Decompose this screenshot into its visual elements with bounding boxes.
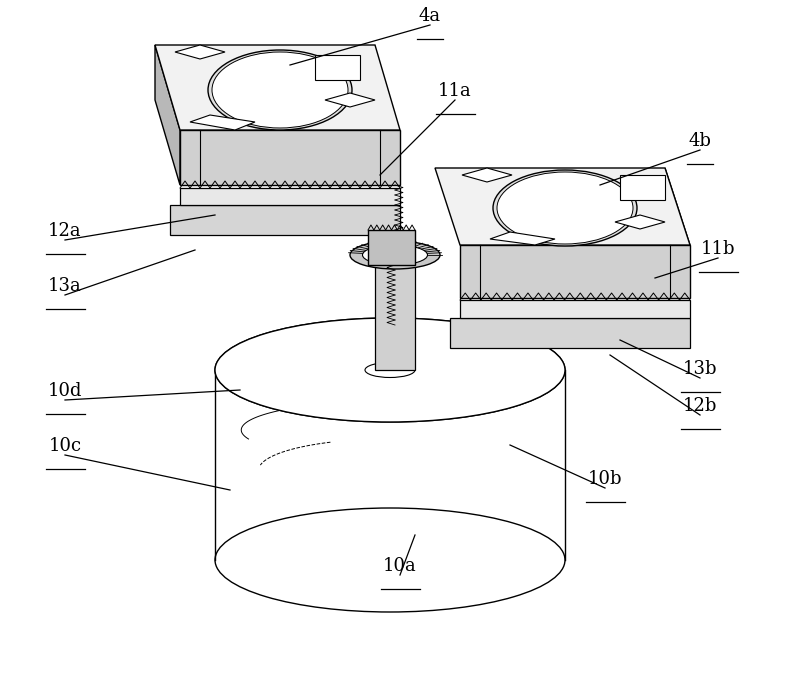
Polygon shape [460, 300, 690, 318]
Polygon shape [615, 215, 665, 229]
Polygon shape [315, 55, 360, 80]
Polygon shape [180, 188, 400, 205]
Ellipse shape [208, 50, 352, 130]
Text: 13a: 13a [48, 277, 82, 295]
Polygon shape [375, 260, 415, 370]
Ellipse shape [497, 172, 633, 244]
Polygon shape [180, 130, 400, 185]
Text: 11b: 11b [701, 240, 735, 258]
Ellipse shape [493, 170, 637, 246]
Ellipse shape [362, 245, 427, 265]
Text: 10c: 10c [49, 437, 82, 455]
Polygon shape [155, 45, 180, 185]
Polygon shape [460, 245, 690, 298]
Text: 10a: 10a [383, 557, 417, 575]
Text: 10d: 10d [48, 382, 82, 400]
Polygon shape [190, 115, 255, 130]
Polygon shape [665, 168, 690, 298]
Ellipse shape [215, 318, 565, 422]
Text: 4b: 4b [689, 132, 711, 150]
Polygon shape [450, 318, 690, 348]
Polygon shape [462, 168, 512, 182]
Text: 12a: 12a [48, 222, 82, 240]
Polygon shape [170, 205, 400, 235]
Ellipse shape [215, 318, 565, 422]
Text: 10b: 10b [588, 470, 622, 488]
Polygon shape [155, 45, 400, 130]
Polygon shape [175, 45, 225, 59]
Polygon shape [325, 93, 375, 107]
Text: 12b: 12b [683, 397, 717, 415]
Ellipse shape [212, 52, 348, 128]
Text: 13b: 13b [682, 360, 718, 378]
Polygon shape [368, 230, 415, 265]
Polygon shape [435, 168, 690, 245]
Ellipse shape [215, 508, 565, 612]
Ellipse shape [350, 241, 440, 269]
Polygon shape [490, 232, 555, 245]
Text: 4a: 4a [419, 7, 441, 25]
Polygon shape [620, 175, 665, 200]
Text: 11a: 11a [438, 82, 472, 100]
Ellipse shape [365, 362, 415, 378]
